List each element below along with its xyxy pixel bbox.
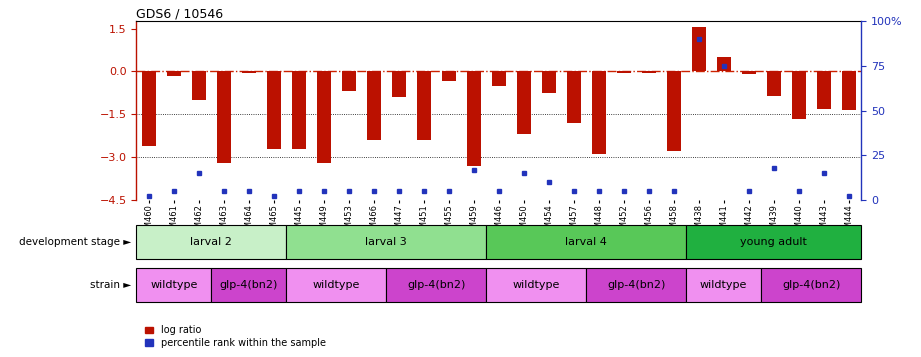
Bar	[542, 71, 555, 93]
Bar	[686, 225, 861, 259]
Bar	[242, 71, 256, 73]
Bar	[761, 268, 861, 302]
Bar	[391, 71, 405, 97]
Bar	[486, 268, 586, 302]
Bar	[486, 225, 686, 259]
Bar	[292, 71, 306, 149]
Bar	[217, 71, 230, 163]
Bar	[566, 71, 580, 123]
Bar	[592, 71, 606, 154]
Text: larval 4: larval 4	[565, 237, 607, 247]
Text: wildtype: wildtype	[150, 280, 197, 290]
Bar	[642, 71, 656, 73]
Bar	[717, 57, 730, 71]
Bar	[136, 225, 286, 259]
Bar	[211, 268, 286, 302]
Bar	[442, 71, 456, 81]
Bar	[286, 268, 386, 302]
Bar	[286, 225, 486, 259]
Bar	[692, 27, 705, 71]
Bar	[517, 71, 530, 134]
Bar	[317, 71, 331, 163]
Bar	[367, 71, 380, 140]
Bar	[667, 71, 681, 151]
Bar	[767, 71, 780, 96]
Bar	[386, 268, 486, 302]
Legend: log ratio, percentile rank within the sample: log ratio, percentile rank within the sa…	[141, 321, 330, 352]
Bar	[142, 71, 156, 146]
Bar	[167, 71, 181, 76]
Text: larval 3: larval 3	[366, 237, 407, 247]
Bar	[467, 71, 481, 166]
Bar	[417, 71, 431, 140]
Text: wildtype: wildtype	[700, 280, 747, 290]
Text: strain ►: strain ►	[90, 280, 132, 290]
Bar	[817, 71, 831, 109]
Text: glp-4(bn2): glp-4(bn2)	[607, 280, 665, 290]
Bar	[617, 71, 631, 73]
Bar	[492, 71, 506, 86]
Bar	[741, 71, 755, 74]
Bar	[686, 268, 761, 302]
Text: young adult: young adult	[740, 237, 807, 247]
Text: wildtype: wildtype	[312, 280, 360, 290]
Text: wildtype: wildtype	[512, 280, 560, 290]
Bar	[136, 268, 211, 302]
Text: GDS6 / 10546: GDS6 / 10546	[136, 7, 224, 20]
Text: development stage ►: development stage ►	[19, 237, 132, 247]
Bar	[267, 71, 281, 149]
Bar	[792, 71, 806, 119]
Text: larval 2: larval 2	[191, 237, 232, 247]
Text: glp-4(bn2): glp-4(bn2)	[219, 280, 278, 290]
Bar	[842, 71, 856, 110]
Bar	[586, 268, 686, 302]
Bar	[192, 71, 205, 100]
Text: glp-4(bn2): glp-4(bn2)	[782, 280, 840, 290]
Text: glp-4(bn2): glp-4(bn2)	[407, 280, 465, 290]
Bar	[342, 71, 356, 91]
